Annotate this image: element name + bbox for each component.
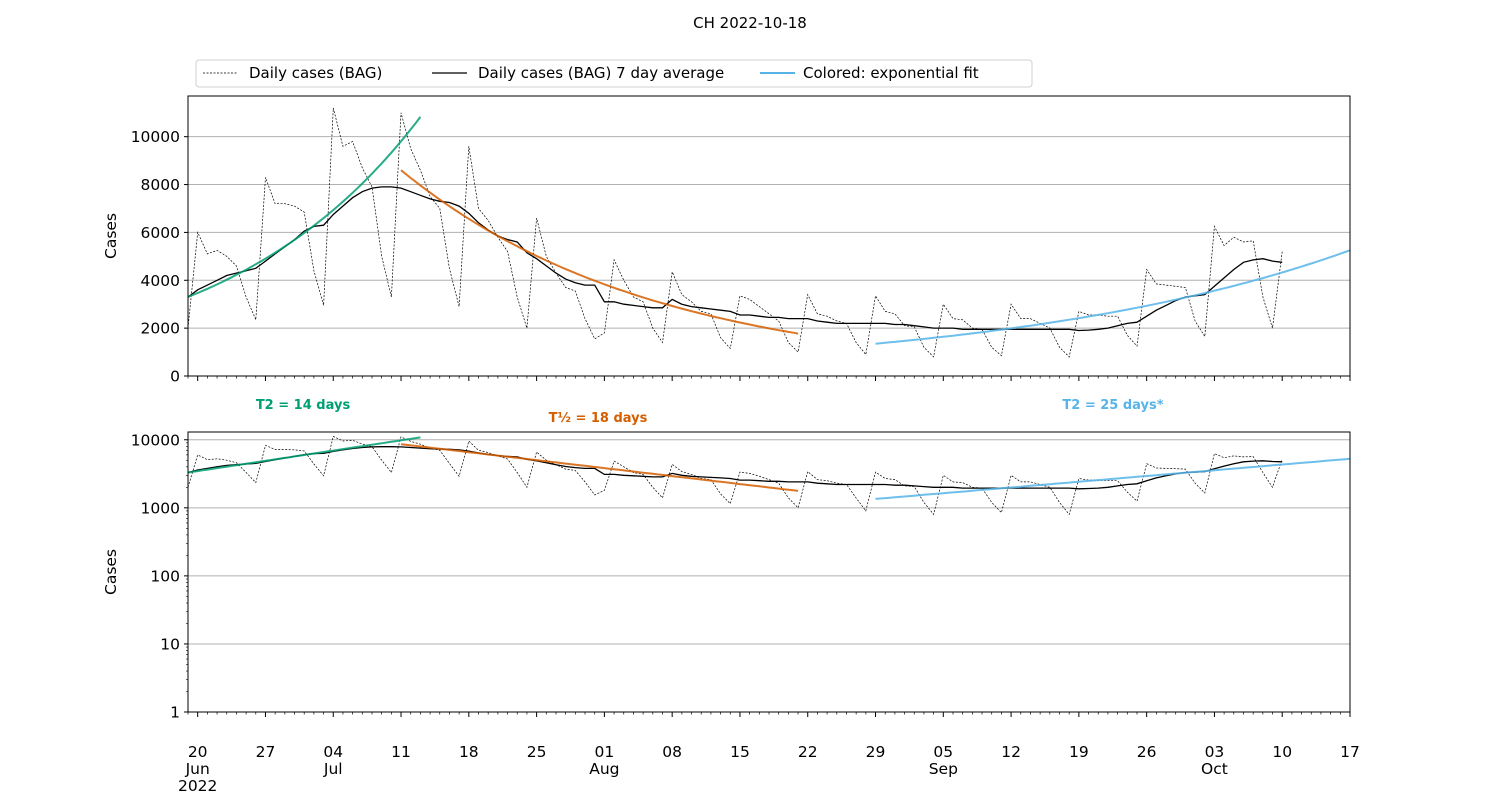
fit-annotation-decay: T½ = 18 days xyxy=(549,411,648,426)
x-year-label: 2022 xyxy=(178,777,217,795)
seven-day-average-line xyxy=(188,186,1283,332)
linear-plot: 0 2000 4000 6000 8000 10000 xyxy=(131,95,1351,386)
x-tick-label: 03 xyxy=(1205,743,1225,761)
y-tick-label: 1000 xyxy=(141,499,180,517)
x-month-label: Jul xyxy=(323,760,343,778)
y-axis-label-top: Cases xyxy=(102,213,120,259)
x-tick-label: 20 xyxy=(188,743,208,761)
x-tick-label: 19 xyxy=(1069,743,1089,761)
x-tick-label: 26 xyxy=(1137,743,1157,761)
plot-area xyxy=(188,435,1350,516)
chart-title: CH 2022-10-18 xyxy=(693,14,807,32)
exponential-fit-line-1 xyxy=(188,436,421,474)
y-tick-label: 100 xyxy=(150,567,180,585)
exponential-fit-line-3 xyxy=(875,457,1350,500)
x-tick-label: 12 xyxy=(1001,743,1021,761)
y-tick-label: 10000 xyxy=(131,128,180,146)
x-tick-label: 29 xyxy=(866,743,886,761)
x-tick-label: 04 xyxy=(323,743,343,761)
y-tick-label: 1 xyxy=(170,704,180,722)
plot-area xyxy=(188,107,1350,358)
y-tick-label: 10000 xyxy=(131,431,180,449)
y-tick-label: 8000 xyxy=(141,176,180,194)
x-tick-label: 10 xyxy=(1272,743,1292,761)
exponential-fit-line-1 xyxy=(188,116,422,298)
x-month-label: Aug xyxy=(589,760,619,778)
fit-annotation-growth-2: T2 = 25 days* xyxy=(1062,398,1163,413)
plot-frame xyxy=(187,431,1351,713)
x-month-label: Oct xyxy=(1201,760,1228,778)
daily-cases-line xyxy=(188,435,1283,516)
x-tick-label: 22 xyxy=(798,743,818,761)
legend-label-daily: Daily cases (BAG) xyxy=(249,64,382,82)
x-tick-label: 27 xyxy=(256,743,276,761)
y-tick-label: 10 xyxy=(160,635,180,653)
x-tick-label: 08 xyxy=(662,743,682,761)
x-tick-label: 25 xyxy=(527,743,547,761)
y-axis-label-bottom: Cases xyxy=(102,549,120,595)
x-month-label: Jun xyxy=(185,760,210,778)
x-tick-label: 18 xyxy=(459,743,479,761)
seven-day-average-line xyxy=(188,446,1283,490)
y-tick-label: 0 xyxy=(170,368,180,386)
legend: Daily cases (BAG) Daily cases (BAG) 7 da… xyxy=(195,59,1033,88)
x-tick-label: 15 xyxy=(730,743,750,761)
exponential-fit-line-3 xyxy=(875,249,1350,345)
legend-label-fit: Colored: exponential fit xyxy=(803,64,979,82)
exponential-fit-line-2 xyxy=(400,169,799,335)
y-tick-label: 2000 xyxy=(141,320,180,338)
y-tick-label: 6000 xyxy=(141,224,180,242)
x-tick-label: 17 xyxy=(1340,743,1360,761)
plot-frame xyxy=(187,95,1351,377)
exponential-fit-line-2 xyxy=(400,443,799,492)
y-tick-label: 4000 xyxy=(141,272,180,290)
fit-annotation-growth-1: T2 = 14 days xyxy=(256,398,351,413)
x-month-label: Sep xyxy=(929,760,958,778)
legend-label-average: Daily cases (BAG) 7 day average xyxy=(478,64,724,82)
x-tick-label: 01 xyxy=(595,743,615,761)
log-plot: 1 10 100 1000 10000 xyxy=(131,431,1351,722)
x-tick-label: 05 xyxy=(933,743,953,761)
x-tick-label: 11 xyxy=(391,743,411,761)
